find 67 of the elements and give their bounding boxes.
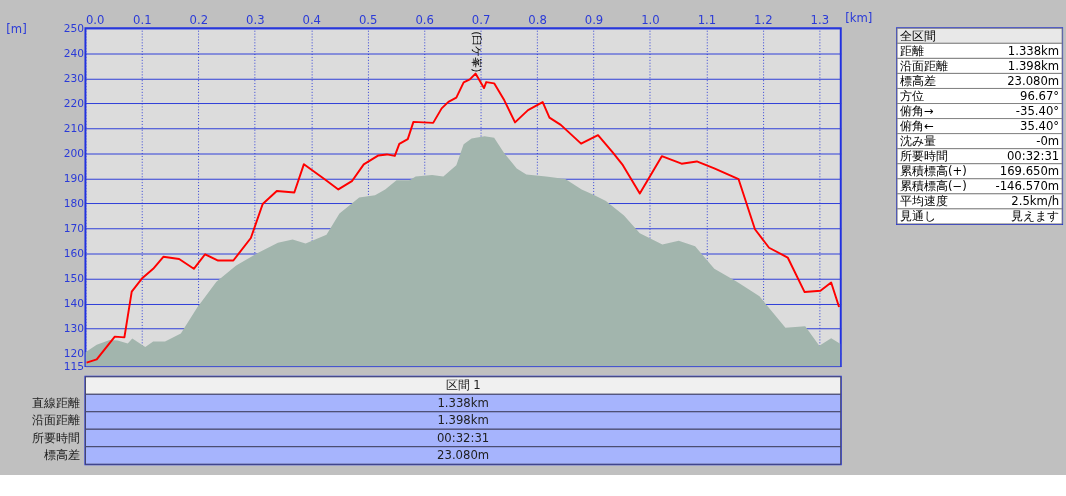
text: 1.398km xyxy=(437,413,489,428)
y-tick-label: 230 xyxy=(63,71,85,85)
y-axis-title: [m] xyxy=(6,21,27,36)
y-tick-label: 115 xyxy=(63,359,84,373)
x-tick-label: 0.9 xyxy=(584,12,604,27)
text: -0m xyxy=(1036,134,1060,149)
text: 全区間 xyxy=(899,28,936,43)
y-tick-label: 210 xyxy=(63,121,85,135)
category-label: 沿面距離 xyxy=(899,58,948,73)
category-label: 直線距離 xyxy=(32,395,81,410)
text: 169.650m xyxy=(999,164,1060,179)
x-tick-label: 0.4 xyxy=(302,12,321,27)
y-tick-label: 170 xyxy=(63,221,85,235)
y-tick-label: 180 xyxy=(63,196,85,210)
category-label: 沈み量 xyxy=(899,134,936,149)
category-label: 所要時間 xyxy=(32,430,81,445)
x-tick-label: 0.5 xyxy=(358,12,378,27)
category-label: 標高差 xyxy=(44,448,81,463)
category-label: 方位 xyxy=(899,88,924,103)
x-tick-label: 0.2 xyxy=(189,12,209,27)
category-label: 平均速度 xyxy=(899,194,948,209)
text: -35.40° xyxy=(1015,103,1060,118)
y-tick-label: 130 xyxy=(63,322,85,335)
x-tick-label: 0.0 xyxy=(85,12,105,27)
category-label: 俯角← xyxy=(899,118,934,133)
y-tick-label: 200 xyxy=(63,146,85,160)
category-label: 累積標高(+) xyxy=(899,164,967,179)
y-tick-label: 120 xyxy=(63,347,85,361)
category-label: 距離 xyxy=(899,43,924,58)
text: 00:32:31 xyxy=(436,430,490,445)
y-tick-label: 240 xyxy=(63,46,85,60)
y-tick-label: 250 xyxy=(63,21,85,35)
text: 23.080m xyxy=(437,448,490,463)
y-tick-label: 220 xyxy=(63,96,85,110)
text: 00:32:31 xyxy=(1006,149,1060,164)
x-axis-title: [km] xyxy=(845,10,873,25)
y-tick-label: 140 xyxy=(63,296,85,310)
category-label: 標高差 xyxy=(899,73,936,88)
text: -146.570m xyxy=(995,179,1060,194)
category-label: 沿面距離 xyxy=(32,413,81,428)
x-tick-label: 1.0 xyxy=(641,12,660,27)
text: 見えます xyxy=(1011,209,1060,224)
category-label: 俯角→ xyxy=(899,103,934,118)
annotation: (臼ケ峯) xyxy=(469,31,483,73)
x-tick-label: 0.7 xyxy=(471,12,491,27)
category-label: 累積標高(−) xyxy=(899,179,967,194)
text: 1.398km xyxy=(1007,58,1060,73)
line-series xyxy=(85,72,841,364)
category-label: 見通し xyxy=(899,209,936,224)
y-tick-label: 150 xyxy=(63,271,85,285)
x-tick-label: 1.1 xyxy=(697,12,717,27)
x-tick-label: 1.3 xyxy=(810,12,830,27)
x-tick-label: 1.2 xyxy=(754,12,773,27)
x-tick-label: 0.3 xyxy=(246,12,265,27)
text: 区間 1 xyxy=(445,378,481,393)
category-label: 所要時間 xyxy=(899,149,948,164)
x-tick-label: 0.1 xyxy=(133,12,152,27)
text: 2.5km/h xyxy=(1011,194,1060,209)
text: 96.67° xyxy=(1020,88,1060,103)
x-tick-label: 0.8 xyxy=(528,12,547,27)
text: 1.338km xyxy=(437,395,489,410)
text: 23.080m xyxy=(1007,73,1060,88)
y-tick-label: 160 xyxy=(63,246,85,260)
x-tick-label: 0.6 xyxy=(415,12,434,27)
text: 35.40° xyxy=(1020,118,1060,133)
text: 1.338km xyxy=(1007,43,1060,58)
y-tick-label: 190 xyxy=(63,171,85,185)
